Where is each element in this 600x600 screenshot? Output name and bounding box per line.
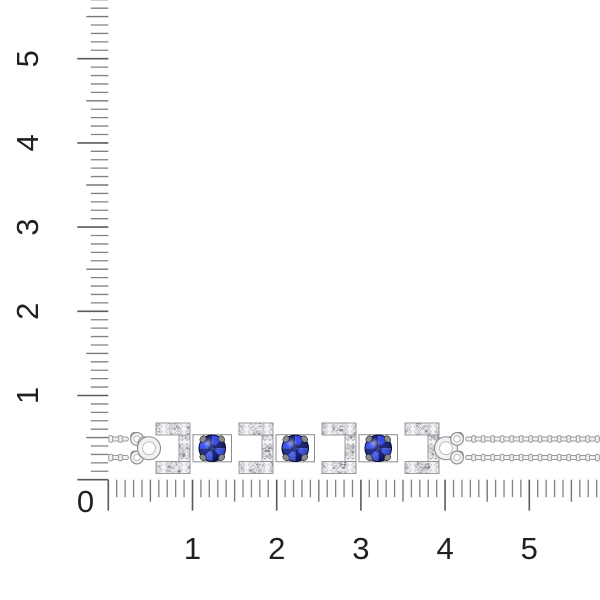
svg-text:3: 3 <box>352 531 369 566</box>
svg-text:1: 1 <box>10 387 45 404</box>
svg-text:2: 2 <box>10 303 45 320</box>
svg-text:2: 2 <box>268 531 285 566</box>
svg-text:4: 4 <box>436 531 453 566</box>
svg-text:1: 1 <box>184 531 201 566</box>
svg-text:4: 4 <box>10 134 45 151</box>
svg-text:5: 5 <box>521 531 538 566</box>
svg-text:3: 3 <box>10 218 45 235</box>
svg-text:5: 5 <box>10 50 45 67</box>
svg-text:0: 0 <box>77 484 94 519</box>
